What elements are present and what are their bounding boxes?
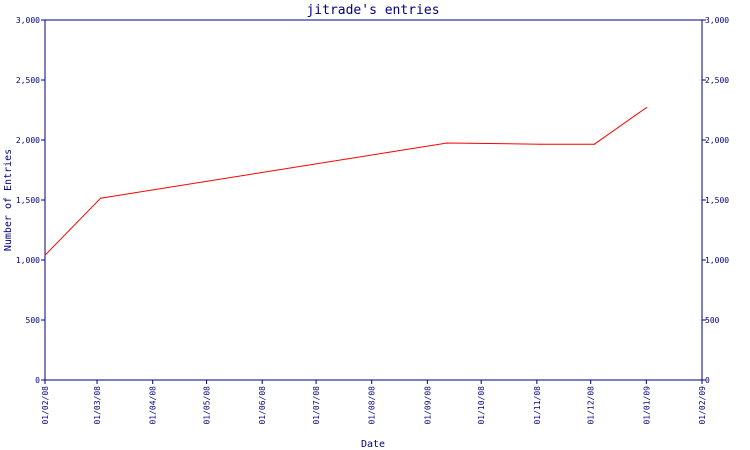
x-axis-label: Date	[361, 439, 385, 450]
y-tick-label: 2,000	[16, 136, 40, 145]
data-point	[100, 197, 102, 199]
series-group	[44, 107, 647, 256]
y-tick-label: 0	[35, 376, 40, 385]
y-axis-left: 0 500 1,000 1,500 2,000 2,500 3,000	[16, 16, 45, 385]
x-tick-label: 01/12/08	[587, 386, 596, 425]
x-tick-label: 01/04/08	[149, 386, 158, 425]
y-tick-label: 1,500	[16, 196, 40, 205]
y-axis-label: Number of Entries	[3, 149, 14, 251]
x-tick-label: 01/02/09	[698, 386, 707, 425]
y-tick-label-right: 2,500	[705, 76, 729, 85]
data-point	[539, 143, 542, 145]
x-tick-label: 01/01/09	[642, 386, 651, 425]
data-point	[593, 143, 595, 145]
chart-title: jitrade's entries	[306, 3, 439, 18]
y-tick-label-right: 1,500	[705, 196, 729, 205]
x-tick-label: 01/11/08	[533, 386, 542, 425]
x-tick-label: 01/10/08	[477, 386, 486, 425]
x-tick-label: 01/09/08	[423, 386, 432, 425]
y-tick-label-right: 2,000	[705, 136, 729, 145]
y-tick-label-right: 0	[705, 376, 710, 385]
x-tick-label: 01/05/08	[203, 386, 212, 425]
x-tick-label: 01/03/08	[93, 386, 102, 425]
data-point	[44, 254, 46, 256]
y-tick-label-right: 1,000	[705, 256, 729, 265]
y-axis-right: 0 500 1,000 1,500 2,000 2,500 3,000	[702, 16, 729, 385]
x-axis: 01/02/08 01/03/08 01/04/08 01/05/08 01/06/08…	[41, 380, 707, 425]
x-tick-label: 01/02/08	[41, 386, 50, 425]
data-point	[645, 107, 647, 109]
y-tick-label: 500	[26, 316, 41, 325]
series-line	[44, 107, 647, 256]
y-tick-label: 1,000	[16, 256, 40, 265]
y-tick-label-right: 3,000	[705, 16, 729, 25]
x-tick-label: 01/07/08	[312, 386, 321, 425]
y-tick-label: 2,500	[16, 76, 40, 85]
y-tick-label-right: 500	[705, 316, 720, 325]
y-tick-label: 3,000	[16, 16, 40, 25]
data-point	[446, 142, 448, 144]
x-tick-label: 01/06/08	[258, 386, 267, 425]
x-tick-label: 01/08/08	[368, 386, 377, 425]
plot-area	[44, 19, 703, 381]
